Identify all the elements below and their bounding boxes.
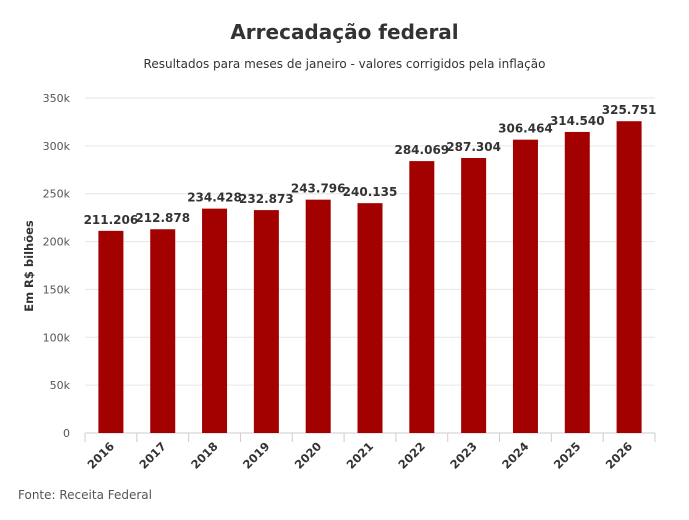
data-label-2021: 240.135: [343, 185, 398, 199]
bar-2018: [202, 208, 228, 433]
data-label-2016: 211.206: [84, 213, 139, 227]
y-axis-ticks: 0 50k 100k 150k 200k 250k 300k 350k: [43, 92, 71, 440]
y-tick-label: 0: [63, 427, 70, 440]
bar-2024: [512, 139, 538, 433]
bar-2021: [357, 203, 383, 433]
x-tick-label-2016: 2016: [84, 439, 117, 472]
x-tick-label-2021: 2021: [344, 439, 377, 472]
y-tick-label: 250k: [43, 188, 71, 201]
data-label-2022: 284.069: [394, 143, 449, 157]
y-tick-label: 50k: [50, 379, 71, 392]
x-tick-label-2026: 2026: [603, 439, 636, 472]
x-tick-label-2018: 2018: [188, 439, 221, 472]
chart-subtitle: Resultados para meses de janeiro - valor…: [143, 57, 546, 71]
x-tick-label-2023: 2023: [447, 439, 480, 472]
data-label-2023: 287.304: [446, 140, 501, 154]
bar-2022: [409, 161, 435, 433]
bar-2025: [564, 131, 590, 433]
y-tick-label: 300k: [43, 140, 71, 153]
data-label-2025: 314.540: [550, 114, 605, 128]
x-tick-label-2022: 2022: [395, 439, 428, 472]
y-tick-label: 150k: [43, 283, 71, 296]
y-axis-label: Em R$ bilhões: [22, 220, 36, 312]
y-tick-label: 350k: [43, 92, 71, 105]
data-label-2024: 306.464: [498, 122, 553, 136]
x-tick-label-2025: 2025: [551, 439, 584, 472]
data-label-2020: 243.796: [291, 182, 346, 196]
data-label-2017: 212.878: [135, 211, 190, 225]
source-note: Fonte: Receita Federal: [18, 488, 152, 502]
bar-2016: [98, 230, 124, 433]
bar-2026: [616, 121, 642, 434]
data-label-2026: 325.751: [602, 103, 657, 117]
bar-2020: [305, 199, 331, 433]
x-tick-label-2024: 2024: [499, 439, 532, 472]
bars: [98, 121, 642, 434]
data-label-2018: 234.428: [187, 191, 242, 205]
bar-2017: [150, 229, 176, 433]
x-tick-label-2020: 2020: [292, 439, 325, 472]
x-tick-label-2019: 2019: [240, 439, 273, 472]
bar-2019: [253, 210, 279, 433]
chart-title: Arrecadação federal: [230, 20, 459, 44]
y-tick-label: 100k: [43, 331, 71, 344]
y-tick-label: 200k: [43, 236, 71, 249]
data-label-2019: 232.873: [239, 192, 294, 206]
x-axis-ticks: 2016 2017 2018 2019 2020 2021 2022 2023 2024 2025…: [84, 433, 656, 472]
bar-2023: [461, 158, 487, 433]
bar-chart: 0 50k 100k 150k 200k 250k 300k 350k 211.206212.…: [22, 92, 657, 472]
x-tick-label-2017: 2017: [136, 439, 169, 472]
